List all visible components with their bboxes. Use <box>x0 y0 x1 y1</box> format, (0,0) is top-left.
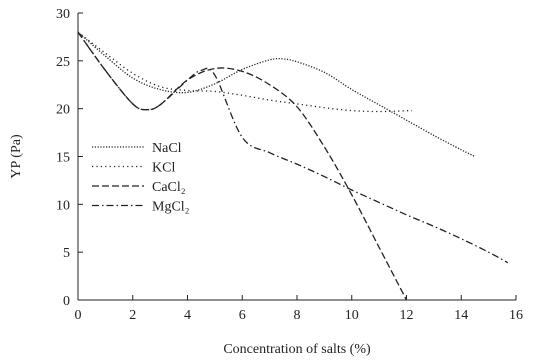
y-tick-label: 15 <box>56 151 70 166</box>
y-tick-label: 30 <box>56 7 70 22</box>
y-tick-label: 20 <box>56 103 70 118</box>
y-tick-label: 25 <box>56 55 70 70</box>
legend-label-cacl: CaCl₂ <box>152 180 186 195</box>
legend-label-mgcl: MgCl₂ <box>152 200 190 215</box>
legend-label-nacl: NaCl <box>152 141 182 156</box>
y-tick-label: 10 <box>56 198 70 213</box>
x-tick-label: 2 <box>129 308 136 323</box>
legend-label-kcl: KCl <box>152 161 175 176</box>
y-axis-title: YP (Pa) <box>9 134 24 179</box>
x-tick-label: 8 <box>294 308 301 323</box>
y-axis-ticks: 0 5 10 15 20 25 30 <box>56 7 83 309</box>
series-line-nacl <box>77 31 476 158</box>
x-tick-label: 10 <box>345 308 359 323</box>
x-tick-label: 16 <box>509 308 523 323</box>
legend: NaCl KCl CaCl₂ MgCl₂ <box>92 141 190 215</box>
y-tick-label: 0 <box>63 294 70 309</box>
series-line-mgcl <box>77 31 509 264</box>
x-axis-title: Concentration of salts (%) <box>223 342 371 357</box>
x-tick-label: 12 <box>400 308 414 323</box>
x-tick-label: 0 <box>75 308 82 323</box>
series-lines <box>77 31 509 301</box>
x-axis-ticks: 0 2 4 6 8 10 12 14 16 <box>75 295 523 323</box>
x-tick-label: 6 <box>239 308 246 323</box>
x-tick-label: 4 <box>184 308 191 323</box>
x-tick-label: 14 <box>454 308 468 323</box>
y-tick-label: 5 <box>63 246 70 261</box>
